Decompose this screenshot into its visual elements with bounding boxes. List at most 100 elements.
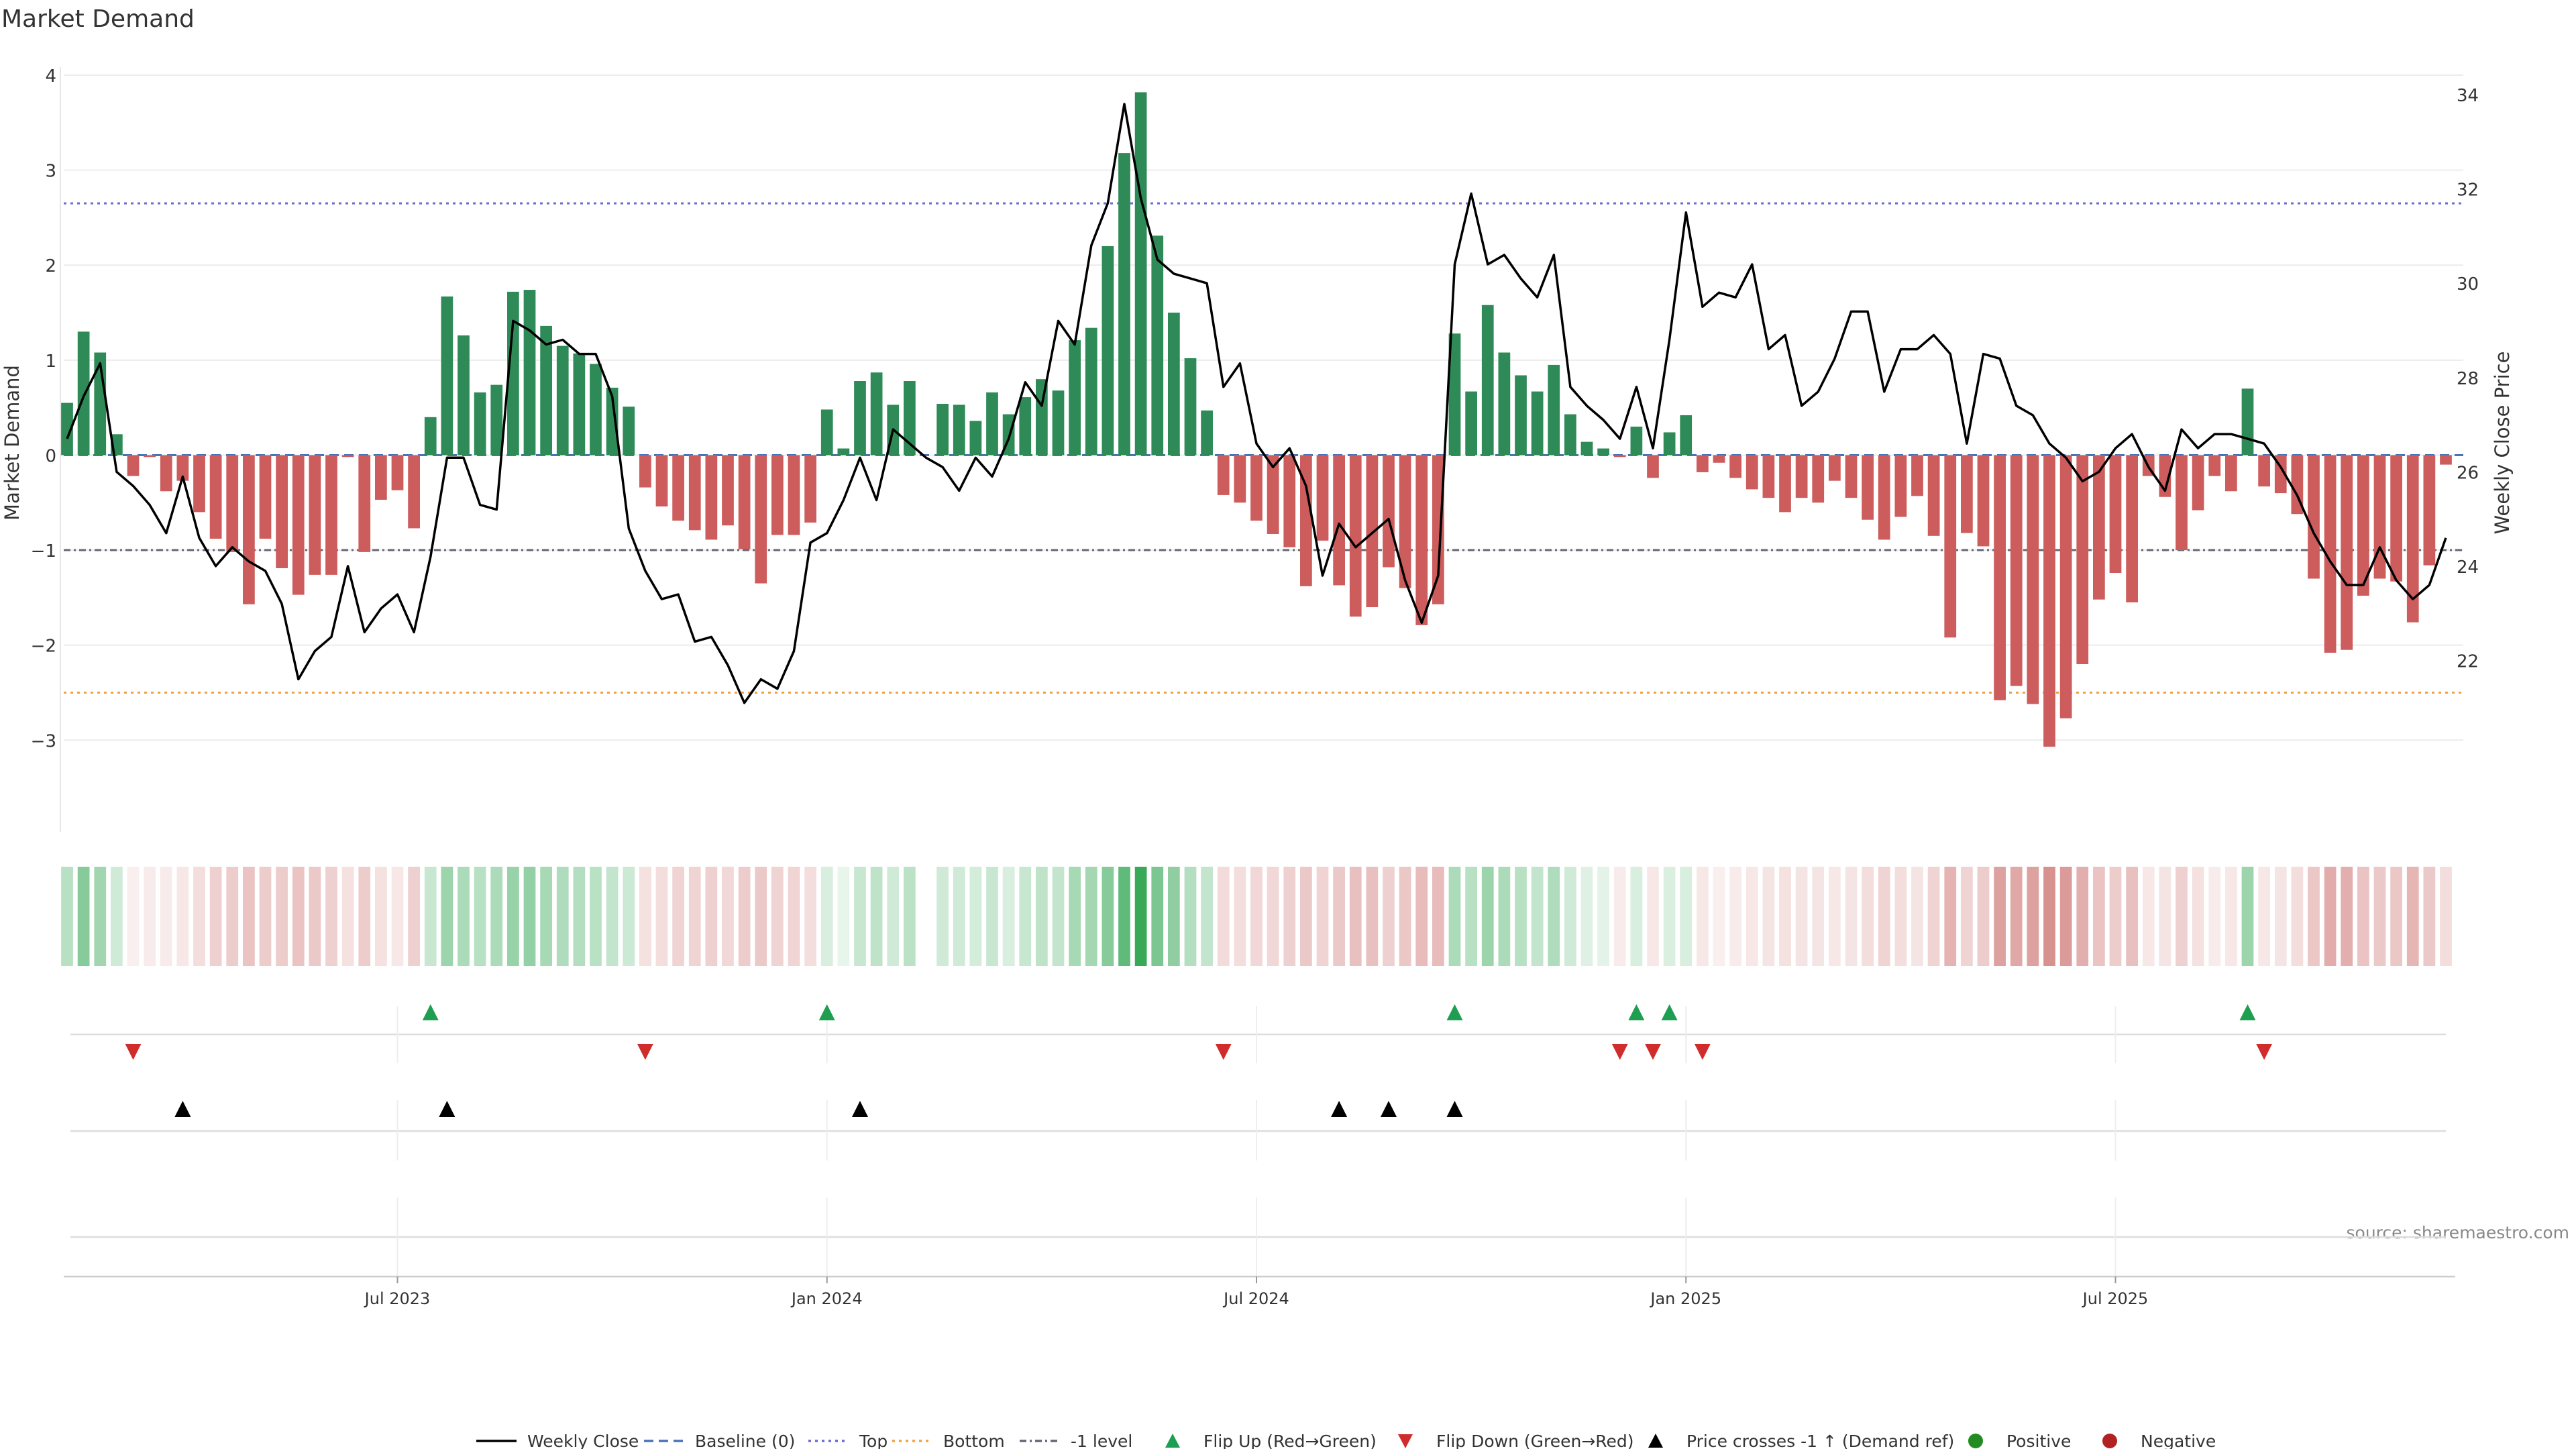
heat-cell-61 — [1069, 867, 1081, 966]
heat-cell-24 — [458, 867, 470, 966]
demand-bar-68 — [1184, 358, 1197, 455]
demand-bar-29 — [540, 325, 552, 455]
legend-label: Bottom — [943, 1432, 1005, 1449]
demand-bar-129 — [2192, 455, 2204, 511]
demand-bar-19 — [375, 455, 387, 500]
legend-label: Top — [859, 1432, 888, 1449]
heat-cell-38 — [688, 867, 701, 966]
demand-bar-55 — [969, 421, 982, 455]
heat-cell-142 — [2406, 867, 2419, 966]
flip-up-marker-4 — [1661, 1004, 1678, 1020]
demand-bar-105 — [1795, 455, 1808, 498]
demand-bar-18 — [358, 455, 371, 552]
demand-bar-114 — [1944, 455, 1957, 638]
price-cross-marker-0 — [174, 1101, 191, 1117]
y2-tick-label-4: 26 — [2457, 463, 2479, 483]
heat-cell-53 — [936, 867, 949, 966]
heat-cell-120 — [2043, 867, 2055, 966]
demand-bar-139 — [2357, 455, 2369, 596]
heat-cell-123 — [2093, 867, 2105, 966]
demand-bar-31 — [573, 353, 586, 455]
demand-bar-66 — [1151, 235, 1164, 455]
demand-bar-74 — [1283, 455, 1296, 547]
demand-bar-26 — [490, 384, 503, 455]
demand-bar-73 — [1267, 455, 1279, 534]
heat-cell-54 — [953, 867, 965, 966]
legend-item-baseline: Baseline (0) — [644, 1432, 795, 1449]
demand-bar-133 — [2258, 455, 2270, 487]
demand-bar-53 — [936, 403, 949, 455]
demand-bar-41 — [738, 455, 751, 549]
heat-cell-63 — [1102, 867, 1114, 966]
heat-cell-97 — [1663, 867, 1676, 966]
demand-bar-5 — [144, 455, 156, 458]
heat-cell-128 — [2176, 867, 2188, 966]
demand-bar-27 — [507, 291, 519, 455]
heat-cell-47 — [837, 867, 850, 966]
demand-bar-4 — [127, 455, 140, 476]
flip-down-marker-5 — [1694, 1044, 1711, 1060]
legend: Weekly Close Baseline (0) Top Bottom -1 leve… — [476, 1432, 2216, 1449]
demand-bar-97 — [1663, 432, 1676, 455]
legend-label: Flip Down (Green→Red) — [1436, 1432, 1634, 1449]
y2-axis-label: Weekly Close Price — [2491, 352, 2514, 535]
heat-cell-104 — [1779, 867, 1791, 966]
heat-cell-116 — [1977, 867, 1990, 966]
demand-bar-72 — [1250, 455, 1263, 521]
heat-cell-45 — [804, 867, 816, 966]
heat-cell-27 — [507, 867, 519, 966]
heat-cell-3 — [111, 867, 123, 966]
legend-swatch — [1968, 1434, 1983, 1448]
heat-cell-5 — [144, 867, 156, 966]
y2-tick-label-1: 32 — [2457, 180, 2479, 201]
heat-cell-139 — [2357, 867, 2369, 966]
y2-tick-label-3: 28 — [2457, 369, 2479, 389]
legend-label: Flip Up (Red→Green) — [1203, 1432, 1377, 1449]
demand-bar-75 — [1300, 455, 1312, 586]
heat-cell-87 — [1498, 867, 1511, 966]
heat-cell-14 — [292, 867, 305, 966]
demand-bar-124 — [2109, 455, 2122, 574]
demand-bar-51 — [904, 380, 916, 455]
heat-cell-81 — [1399, 867, 1411, 966]
demand-bar-91 — [1564, 414, 1576, 455]
demand-bar-86 — [1481, 305, 1494, 455]
demand-bar-122 — [2076, 455, 2089, 664]
demand-bar-87 — [1498, 352, 1511, 455]
demand-bar-20 — [391, 455, 404, 490]
demand-bar-77 — [1333, 455, 1345, 586]
demand-bar-136 — [2308, 455, 2320, 579]
demand-bar-118 — [2010, 455, 2023, 686]
demand-bar-121 — [2059, 455, 2072, 718]
heat-cell-22 — [424, 867, 437, 966]
heat-cell-144 — [2440, 867, 2452, 966]
demand-bar-7 — [176, 455, 189, 481]
heat-cell-55 — [969, 867, 982, 966]
heat-cell-122 — [2076, 867, 2089, 966]
demand-bar-8 — [193, 455, 205, 513]
legend-label: Positive — [2006, 1432, 2071, 1449]
heat-cell-2 — [94, 867, 107, 966]
flip-down-marker-1 — [637, 1044, 653, 1060]
legend-swatch — [1648, 1434, 1663, 1448]
price-cross-marker-3 — [1331, 1101, 1348, 1117]
heat-cell-138 — [2341, 867, 2353, 966]
y2-tick-label-6: 22 — [2457, 652, 2479, 672]
heat-cell-41 — [738, 867, 751, 966]
heat-cell-89 — [1531, 867, 1544, 966]
demand-bar-14 — [292, 455, 305, 595]
heat-cell-49 — [870, 867, 883, 966]
demand-bar-116 — [1977, 455, 1990, 547]
flip-up-marker-1 — [818, 1004, 835, 1020]
heat-cell-29 — [540, 867, 552, 966]
demand-bar-67 — [1168, 313, 1180, 455]
price-cross-marker-2 — [852, 1101, 868, 1117]
demand-bar-128 — [2176, 455, 2188, 551]
demand-bar-13 — [276, 455, 288, 568]
price-cross-marker-4 — [1381, 1101, 1397, 1117]
demand-bars — [61, 92, 2452, 747]
demand-bar-61 — [1069, 340, 1081, 455]
heat-cell-102 — [1746, 867, 1758, 966]
demand-bar-25 — [474, 392, 486, 455]
chart-title: Market Demand — [1, 5, 195, 33]
